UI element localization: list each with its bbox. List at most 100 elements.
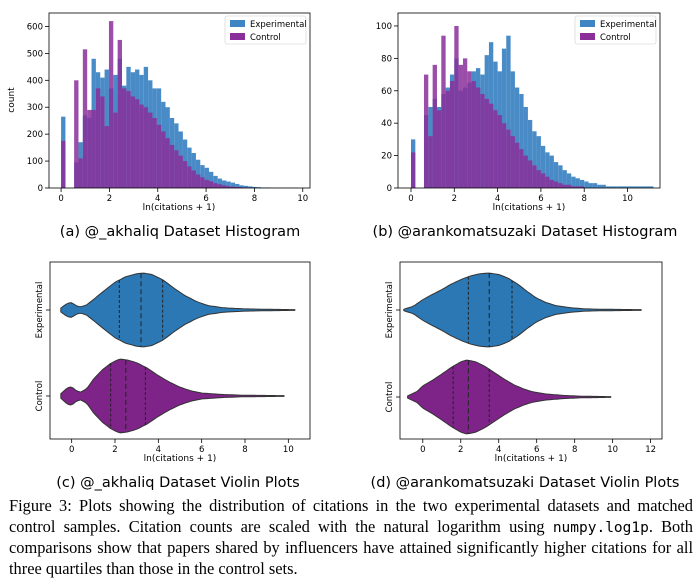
panel-c-x-ticks: 0 2 4 6 8 10 bbox=[69, 439, 294, 455]
a-control-bar-30 bbox=[191, 170, 196, 188]
b-control-bar-10 bbox=[454, 25, 459, 188]
b-control-bar-16 bbox=[480, 94, 485, 188]
b-xtick-label: 2 bbox=[452, 194, 457, 204]
b-control-bar-14 bbox=[471, 81, 476, 188]
b-control-bar-11 bbox=[458, 64, 463, 188]
a-control-bar-33 bbox=[204, 179, 209, 188]
b-control-bar-4 bbox=[428, 136, 433, 188]
b-ytick-label: 100 bbox=[376, 22, 392, 32]
b-experimental-bar-23 bbox=[510, 71, 515, 188]
b-control-bar-27 bbox=[527, 160, 533, 188]
b-experimental-bar-47 bbox=[627, 186, 641, 188]
panel-b-caption: (b) @arankomatsuzaki Dataset Histogram bbox=[373, 224, 678, 240]
d-xtick-label: 6 bbox=[534, 445, 539, 455]
panel-d-x-ticks: 0 2 4 6 8 10 12 bbox=[420, 439, 656, 455]
b-experimental-bar-41 bbox=[588, 183, 593, 188]
a-control-bar-39 bbox=[230, 186, 236, 188]
panel-a-control-bars bbox=[61, 21, 257, 189]
b-ytick-label: 60 bbox=[381, 87, 392, 97]
a-xtick-label: 8 bbox=[252, 194, 257, 204]
panel-d-violins bbox=[403, 272, 642, 435]
b-control-bar-25 bbox=[519, 149, 524, 188]
b-control-bar-0 bbox=[410, 152, 416, 188]
panel-d-y-ticks: Experimental Control bbox=[385, 282, 400, 412]
a-experimental-bar-36 bbox=[217, 178, 223, 188]
b-experimental-bar-48 bbox=[640, 186, 654, 188]
panel-b-legend-swatch-experimental bbox=[580, 20, 595, 27]
b-experimental-bar-43 bbox=[597, 184, 602, 188]
b-control-bar-12 bbox=[462, 58, 468, 189]
panel-a-legend: Experimental Control bbox=[224, 15, 307, 45]
a-control-bar-29 bbox=[187, 166, 192, 188]
panel-b-x-ticks: 0 2 4 6 8 10 bbox=[408, 188, 633, 204]
a-experimental-bar-42 bbox=[243, 185, 249, 188]
a-experimental-bar-37 bbox=[222, 180, 227, 188]
b-experimental-bar-36 bbox=[566, 173, 572, 188]
panel-a-legend-swatch-experimental bbox=[230, 20, 245, 27]
panel-b-axes-frame bbox=[397, 12, 661, 189]
panel-a-xlabel: ln(citations + 1) bbox=[143, 203, 216, 213]
a-control-bar-38 bbox=[226, 186, 231, 188]
a-experimental-bar-44 bbox=[252, 186, 257, 188]
panel-a-histogram: 0 2 4 6 8 10 0 100 200 300 400 500 600 ln(citations… bbox=[7, 12, 311, 240]
d-xtick-label: 12 bbox=[645, 445, 656, 455]
a-ytick-label: 100 bbox=[27, 157, 43, 167]
a-xtick-label: 0 bbox=[58, 194, 63, 204]
a-experimental-bar-35 bbox=[213, 175, 218, 188]
c-category-label-experimental: Experimental bbox=[35, 282, 45, 339]
b-experimental-bar-37 bbox=[571, 176, 576, 188]
b-experimental-bar-32 bbox=[549, 155, 554, 188]
c-xtick-label: 0 bbox=[69, 445, 74, 455]
a-experimental-bar-32 bbox=[200, 165, 205, 188]
a-control-bar-4 bbox=[78, 158, 83, 188]
b-control-bar-31 bbox=[545, 176, 550, 188]
b-experimental-bar-40 bbox=[584, 181, 589, 188]
b-experimental-bar-22 bbox=[506, 35, 511, 189]
a-control-bar-10 bbox=[104, 126, 109, 188]
caption-text-2: . Both comparisons show that papers shar… bbox=[9, 516, 693, 578]
a-control-bar-19 bbox=[143, 107, 149, 188]
b-xtick-label: 0 bbox=[408, 194, 413, 204]
a-control-bar-11 bbox=[108, 21, 114, 189]
b-control-bar-32 bbox=[549, 179, 554, 188]
panel-a-caption: (a) @_akhaliq Dataset Histogram bbox=[60, 224, 300, 240]
a-xtick-label: 10 bbox=[297, 194, 308, 204]
panel-a-legend-swatch-control bbox=[230, 33, 245, 40]
a-control-bar-25 bbox=[169, 144, 175, 188]
panel-c-y-ticks: Experimental Control bbox=[35, 282, 50, 411]
b-experimental-bar-31 bbox=[545, 152, 550, 188]
b-experimental-bar-42 bbox=[592, 183, 598, 188]
panel-a-ylabel: count bbox=[7, 87, 17, 113]
figure-caption: Figure 3: Plots showing the distribution… bbox=[9, 496, 693, 579]
a-control-bar-8 bbox=[95, 88, 101, 188]
b-control-bar-35 bbox=[562, 184, 567, 188]
b-experimental-bar-44 bbox=[601, 184, 606, 188]
d-violin-experimental bbox=[403, 272, 642, 348]
panel-b-control-bars bbox=[410, 25, 585, 189]
panel-b-legend-swatch-control bbox=[580, 33, 595, 40]
panel-a-legend-control: Control bbox=[250, 33, 281, 43]
b-experimental-bar-25 bbox=[519, 94, 524, 188]
panel-b-legend-control: Control bbox=[600, 33, 631, 43]
a-control-bar-23 bbox=[161, 131, 166, 188]
b-control-bar-24 bbox=[514, 142, 520, 188]
b-xtick-label: 10 bbox=[622, 194, 633, 204]
c-violin-control bbox=[60, 358, 285, 434]
a-control-bar-16 bbox=[130, 96, 136, 188]
b-experimental-bar-45 bbox=[605, 186, 617, 188]
a-control-bar-12 bbox=[113, 112, 118, 188]
b-control-bar-17 bbox=[484, 98, 489, 188]
a-control-bar-24 bbox=[165, 138, 170, 188]
a-ytick-label: 200 bbox=[27, 130, 43, 140]
a-xtick-label: 4 bbox=[155, 194, 160, 204]
panel-a-y-ticks: 0 100 200 300 400 500 600 bbox=[27, 22, 49, 194]
b-control-bar-28 bbox=[532, 165, 537, 188]
a-control-bar-35 bbox=[213, 183, 218, 188]
panel-d-violin: 0 2 4 6 8 10 12 Experimental Control ln(citatio… bbox=[371, 261, 679, 491]
b-control-bar-26 bbox=[523, 155, 528, 188]
d-violin-control bbox=[407, 359, 612, 435]
a-control-bar-20 bbox=[148, 112, 153, 188]
a-ytick-label: 300 bbox=[27, 103, 43, 113]
caption-text-1: Plots showing the distribution of citati… bbox=[9, 496, 693, 536]
